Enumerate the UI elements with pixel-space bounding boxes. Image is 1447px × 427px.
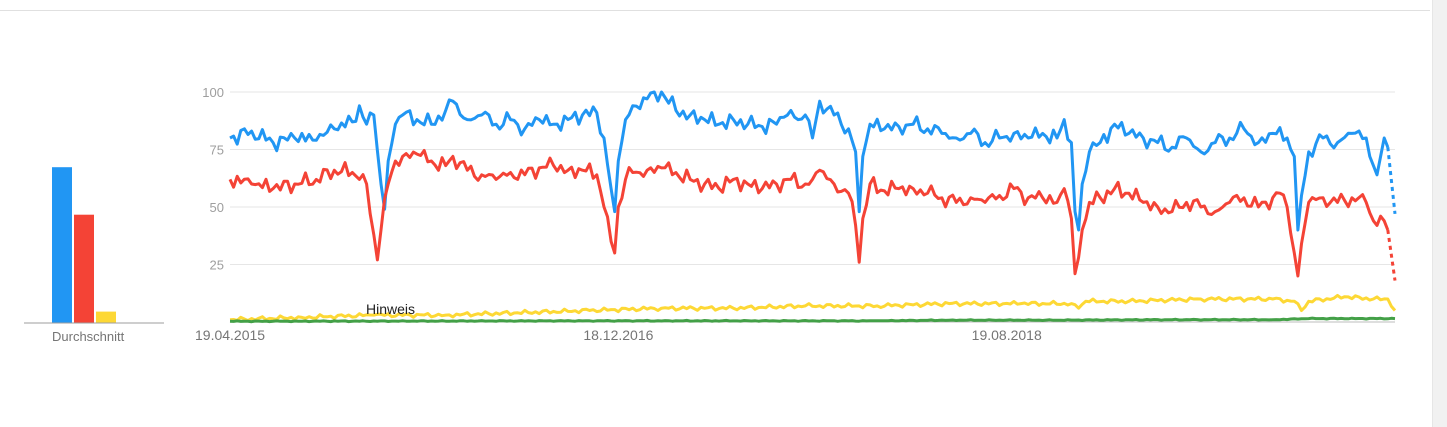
- average-bar-3: [96, 311, 116, 323]
- series-partial-1: [1386, 147, 1397, 215]
- hinweis-annotation[interactable]: Hinweis: [366, 301, 415, 317]
- x-tick-1: 19.04.2015: [195, 327, 265, 343]
- average-bar-2: [74, 214, 94, 323]
- top-divider: [0, 10, 1430, 11]
- y-tick-50: 50: [210, 200, 224, 215]
- y-tick-25: 25: [210, 258, 224, 273]
- series-line-4[interactable]: [229, 316, 1396, 324]
- y-tick-100: 100: [202, 85, 224, 100]
- series-partial-2: [1386, 229, 1397, 281]
- series-line-2[interactable]: [228, 149, 1390, 278]
- x-tick-3: 19.08.2018: [972, 327, 1042, 343]
- series-line-3[interactable]: [229, 293, 1397, 323]
- average-bars-panel: [24, 167, 164, 324]
- trend-chart[interactable]: 25 50 75 100 Hinweis 19.04.2015 18.12.2016 19…: [190, 70, 1410, 360]
- x-tick-2: 18.12.2016: [583, 327, 653, 343]
- average-bar-1: [52, 167, 72, 323]
- average-caption: Durchschnitt: [52, 329, 125, 344]
- series-line-1[interactable]: [229, 90, 1390, 232]
- y-tick-75: 75: [210, 143, 224, 158]
- vertical-scrollbar[interactable]: [1432, 0, 1447, 427]
